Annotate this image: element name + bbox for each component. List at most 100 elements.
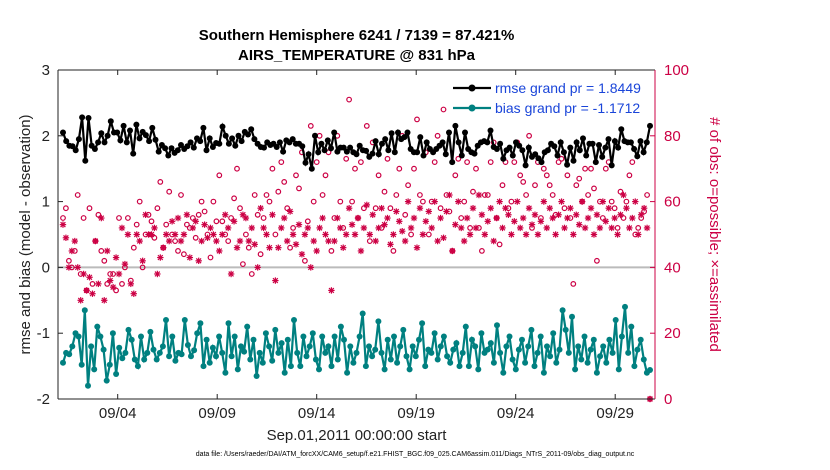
rmse-point (462, 129, 468, 136)
possible-obs-point (319, 192, 326, 198)
bias-point (128, 336, 135, 343)
rmse-point (340, 144, 347, 151)
assimilated-obs-point (640, 204, 648, 212)
rmse-point (420, 152, 427, 159)
rmse-point (168, 145, 175, 152)
assimilated-obs-point (168, 218, 176, 225)
possible-obs-point (617, 188, 624, 195)
possible-obs-point (470, 188, 476, 195)
bias-point (512, 366, 519, 373)
assimilated-obs-point (345, 204, 353, 212)
rmse-point (155, 148, 162, 155)
bias-point (353, 349, 360, 356)
bias-point (294, 349, 301, 356)
possible-obs-point (411, 165, 417, 172)
rmse-point (251, 136, 258, 143)
rmse-point (238, 138, 245, 145)
possible-obs-point (151, 234, 158, 241)
bias-point (440, 333, 447, 340)
rmse-point (142, 132, 149, 139)
assimilated-obs-point (180, 231, 188, 238)
possible-obs-point (337, 198, 344, 205)
possible-obs-point (431, 159, 438, 166)
assimilated-obs-point (281, 214, 288, 222)
x-tick-label: 09/29 (596, 405, 634, 422)
rmse-point (343, 148, 350, 155)
bias-point (141, 356, 148, 363)
rmse-point (203, 147, 210, 154)
possible-obs-point (543, 172, 550, 179)
assimilated-obs-point (431, 198, 438, 205)
possible-obs-point (302, 257, 308, 264)
possible-obs-point (363, 122, 370, 129)
bias-point (362, 363, 369, 370)
assimilated-obs-point (564, 214, 571, 222)
possible-obs-point (540, 165, 547, 172)
possible-obs-point (60, 215, 66, 221)
possible-obs-point (599, 215, 606, 221)
bias-point (153, 356, 160, 363)
assimilated-obs-point (540, 198, 548, 205)
assimilated-obs-point (543, 224, 550, 232)
rmse-point (91, 146, 98, 152)
rmse-point (573, 139, 580, 146)
assimilated-obs-point (334, 214, 341, 222)
bias-point (494, 322, 500, 329)
bias-point (640, 356, 647, 363)
assimilated-obs-point (581, 224, 589, 232)
assimilated-obs-point (186, 254, 194, 261)
bias-point (575, 343, 582, 350)
assimilated-obs-point (71, 237, 78, 245)
rmse-point (305, 151, 312, 158)
assimilated-obs-point (245, 237, 253, 245)
bias-point (615, 366, 622, 373)
rmse-point (493, 146, 500, 152)
assimilated-obs-point (148, 231, 155, 238)
bias-point (85, 382, 91, 389)
bias-point (169, 333, 176, 340)
rmse-point (637, 138, 644, 145)
bias-point (434, 356, 441, 363)
bias-point (359, 310, 366, 317)
bias-point (459, 349, 466, 356)
rmse-point (458, 152, 465, 159)
rmse-point (634, 153, 641, 160)
bias-point (241, 348, 248, 355)
assimilated-obs-point (437, 214, 444, 222)
bias-point (600, 343, 607, 350)
rmse-point (564, 161, 571, 168)
bias-point (275, 349, 282, 356)
possible-obs-point (458, 215, 465, 221)
assimilated-obs-point (578, 198, 586, 205)
assimilated-obs-point (407, 224, 415, 232)
possible-obs-point (437, 205, 444, 212)
possible-obs-point (172, 238, 179, 245)
assimilated-obs-point (292, 241, 300, 248)
bias-point (625, 349, 632, 356)
rmse-point (318, 140, 325, 147)
bias-point (437, 343, 444, 350)
bias-point (384, 336, 391, 343)
possible-obs-point (163, 221, 170, 228)
bias-point (91, 366, 98, 373)
rmse-point (570, 157, 577, 164)
assimilated-obs-point (65, 264, 73, 271)
possible-obs-point (310, 198, 317, 205)
rmse-point (388, 130, 395, 137)
y-left-tick-label: 2 (42, 128, 50, 145)
assimilated-obs-point (151, 224, 158, 232)
bias-point (75, 333, 82, 340)
assimilated-obs-point (295, 221, 303, 228)
rmse-point (321, 147, 328, 154)
assimilated-obs-point (372, 237, 379, 245)
rmse-point (375, 151, 382, 158)
possible-obs-point (136, 198, 143, 205)
assimilated-obs-point (496, 198, 503, 205)
assimilated-obs-point (328, 287, 335, 294)
possible-obs-point (561, 205, 568, 212)
bias-point (572, 366, 579, 373)
possible-obs-point (425, 231, 432, 238)
rmse-point (567, 144, 574, 151)
bias-point (478, 330, 485, 337)
assimilated-obs-point (404, 198, 412, 205)
